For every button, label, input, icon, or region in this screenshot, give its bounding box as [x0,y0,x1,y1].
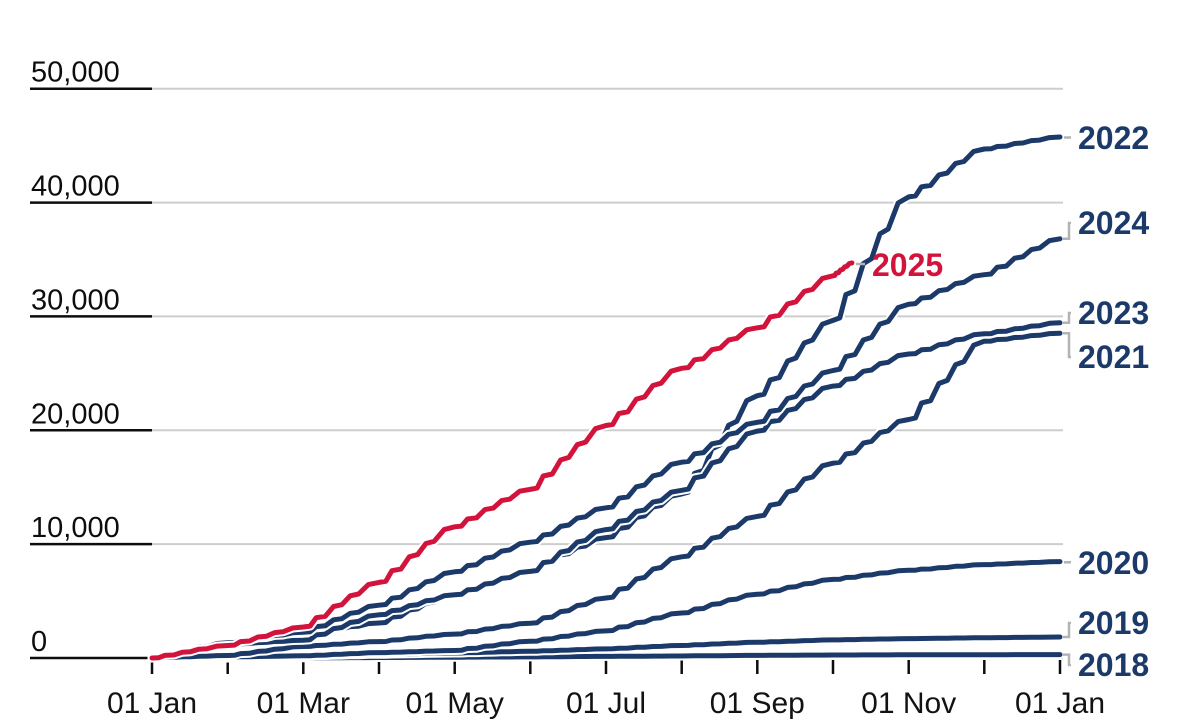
x-tick-label: 01 Jan [107,687,197,720]
leader-2024 [1063,221,1071,241]
y-tick-label: 50,000 [31,57,120,89]
x-tick-label: 01 Jul [566,687,646,720]
y-tick-label: 10,000 [31,512,120,544]
x-tick-label: 01 Jan [1015,687,1105,720]
label-layer: 2018 2019 2020 2021 2022 2023 2024 2025 [855,120,1149,683]
x-tick-label: 01 May [406,687,504,720]
series-layer [147,132,1065,663]
series-label-2024: 2024 [1078,205,1149,241]
series-line-2021 [149,330,1063,661]
series-label-2019: 2019 [1078,605,1149,641]
leader-2023 [1063,311,1071,325]
series-label-2021: 2021 [1078,339,1149,375]
series-line-2025 [149,260,855,661]
x-tick-label: 01 Mar [257,687,350,720]
leader-2018 [1063,653,1071,667]
series-label-2020: 2020 [1078,545,1149,581]
series-casing-2023 [147,318,1065,663]
series-line-2023 [149,320,1063,661]
series-label-2023: 2023 [1078,295,1149,331]
y-tick-label: 30,000 [31,284,120,316]
series-casing-2022 [147,132,1065,663]
series-line-2022 [149,134,1063,661]
series-line-2020 [149,559,1063,661]
y-tick-label: 40,000 [31,171,120,203]
y-tick-label: 0 [31,626,47,658]
x-tick-label: 01 Sep [710,687,805,720]
axis-layer: 50,000 40,000 30,000 20,000 10,000 0 01 Jan 01 … [30,57,1105,720]
series-label-2018: 2018 [1078,647,1149,683]
series-casing-2021 [147,328,1065,663]
series-label-2022: 2022 [1078,120,1149,156]
series-label-2025: 2025 [872,247,943,283]
x-tick-label: 01 Nov [861,687,956,720]
leader-2019 [1063,621,1071,639]
y-tick-label: 20,000 [31,398,120,430]
leader-2021 [1063,331,1071,359]
series-line-2024 [149,236,1063,661]
